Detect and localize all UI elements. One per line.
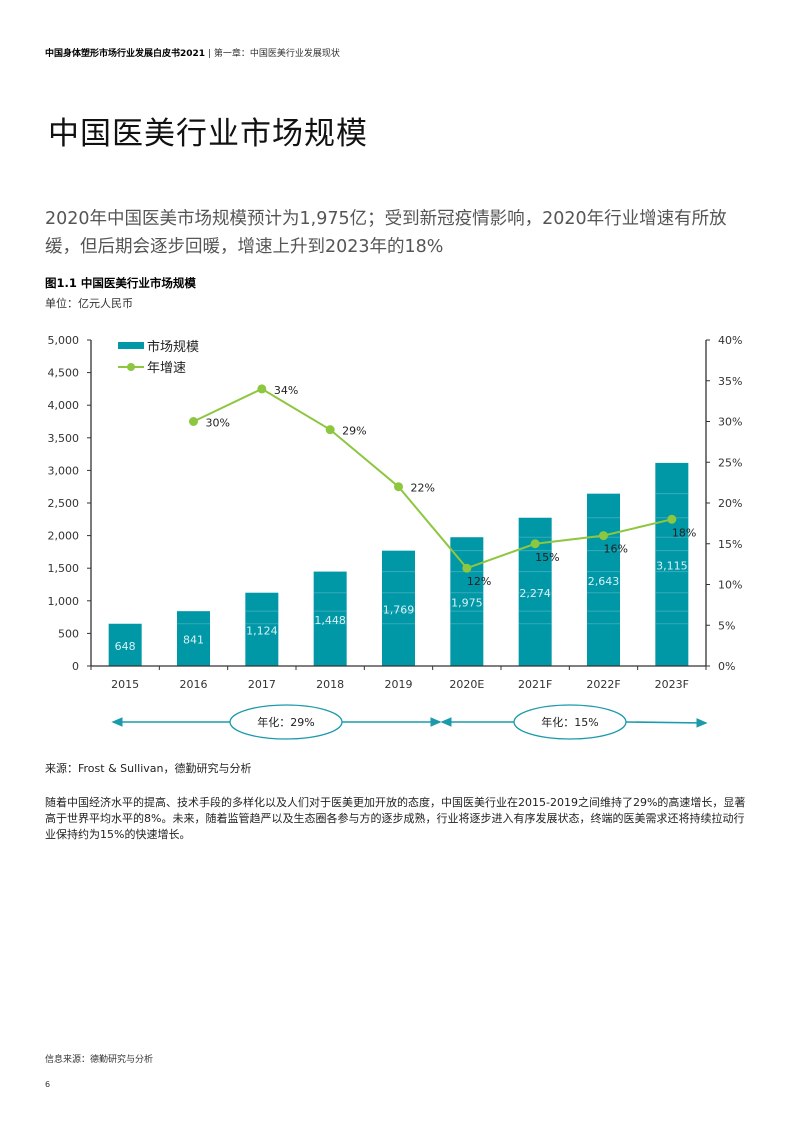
left-tick-label: 2,500	[48, 497, 80, 510]
annotation-label: 年化：29%	[257, 715, 314, 729]
left-tick-label: 3,000	[48, 464, 80, 477]
legend-line-label: 年增速	[147, 361, 186, 376]
legend-bar-label: 市场规模	[147, 339, 199, 355]
right-tick-label: 35%	[718, 375, 742, 388]
legend-line-marker	[127, 363, 135, 371]
bar-value-label: 2,274	[519, 587, 551, 600]
bar-value-label: 1,448	[314, 614, 346, 627]
bar-2018	[313, 571, 347, 666]
annotation-arrow-right	[625, 718, 708, 728]
left-tick-label: 4,000	[48, 399, 80, 412]
chapter-title: 第一章：中国医美行业发展现状	[213, 49, 340, 59]
left-tick-label: 3,500	[48, 432, 80, 445]
right-tick-label: 5%	[718, 619, 735, 632]
bar-2019	[382, 550, 415, 666]
growth-label: 29%	[342, 425, 366, 438]
body-paragraph: 随着中国经济水平的提高、技术手段的多样化以及人们对于医美更加开放的态度，中国医美…	[45, 796, 746, 841]
left-tick-label: 0	[72, 660, 79, 673]
bar-2022F	[587, 493, 620, 666]
figure-unit: 单位：亿元人民币	[45, 297, 133, 310]
legend-bar-swatch	[118, 342, 144, 349]
growth-point-2016	[189, 417, 198, 426]
annotation-ellipse	[229, 704, 343, 740]
growth-label: 16%	[604, 543, 628, 556]
report-title: 中国身体塑形市场行业发展白皮书2021	[45, 49, 206, 59]
x-tick-label: 2022F	[586, 678, 620, 691]
bar-value-label: 1,769	[383, 603, 415, 616]
left-tick-label: 1,500	[48, 562, 80, 575]
cagr-annotations: 年化：29% 年化：15%	[111, 704, 708, 740]
left-y-axis: 0 500 1,000 1,500 2,000 2,500 3,000 3,500 4,000 4…	[48, 334, 92, 673]
right-tick-label: 10%	[718, 579, 742, 592]
right-tick-label: 15%	[718, 538, 742, 551]
bar-2016	[177, 611, 210, 666]
x-tick-label: 2016	[180, 678, 208, 691]
left-tick-label: 500	[58, 627, 79, 640]
left-tick-label: 5,000	[48, 334, 80, 347]
bar-2020E	[450, 537, 484, 666]
header-separator: |	[205, 49, 214, 59]
right-tick-label: 30%	[718, 416, 742, 429]
growth-line	[193, 387, 673, 570]
x-tick-label: 2015	[111, 678, 139, 691]
footer-source: 信息来源：德勤研究与分析	[45, 1055, 154, 1065]
figure-title: 图1.1 中国医美行业市场规模	[45, 276, 196, 290]
source-note: 来源：Frost & Sullivan，德勤研究与分析	[45, 762, 252, 775]
market-size-chart: 0 500 1,000 1,500 2,000 2,500 3,000 3,500 4,000 4…	[48, 334, 742, 740]
running-header: 中国身体塑形市场行业发展白皮书2021 | 第一章：中国医美行业发展现状	[45, 46, 340, 59]
growth-point-2022F	[599, 531, 608, 541]
growth-label: 34%	[274, 384, 298, 397]
annotation-ellipse	[513, 704, 627, 740]
x-tick-label: 2018	[316, 678, 344, 691]
growth-point-2018	[325, 425, 335, 435]
x-tick-label: 2023F	[655, 678, 689, 691]
growth-point-2019	[394, 482, 403, 492]
growth-point-2020E	[462, 563, 472, 573]
right-tick-label: 0%	[718, 660, 735, 673]
chart-legend: 市场规模 年增速	[118, 339, 199, 376]
growth-label: 15%	[535, 551, 559, 564]
bar-2023F	[655, 462, 689, 666]
growth-point-2017	[257, 384, 267, 394]
right-tick-label: 25%	[718, 456, 742, 469]
growth-label: 22%	[411, 482, 435, 495]
bar-value-label: 2,643	[588, 575, 620, 588]
bar-value-label: 648	[115, 640, 136, 653]
subtitle: 2020年中国医美市场规模预计为1,975亿；受到新冠疫情影响，2020年行业增…	[45, 209, 727, 257]
bar-value-label: 1,975	[451, 597, 483, 610]
left-tick-label: 4,500	[48, 367, 80, 380]
x-tick-label: 2017	[248, 678, 276, 691]
bar-value-label: 841	[183, 634, 204, 647]
bar-value-label: 3,115	[656, 559, 688, 572]
growth-point-2021F	[530, 539, 540, 549]
page-number: 6	[45, 1080, 51, 1089]
page-title: 中国医美行业市场规模	[48, 116, 368, 152]
left-tick-label: 2,000	[48, 530, 80, 543]
x-axis: 2015 2016 2017 2018 2019 2020E 2021F 2022F 2023F	[90, 665, 707, 691]
left-tick-label: 1,000	[48, 595, 80, 608]
right-tick-label: 40%	[718, 334, 742, 347]
growth-point-2023F	[667, 514, 677, 524]
growth-label: 12%	[467, 575, 491, 588]
right-y-axis: 0% 5% 10% 15% 20% 25% 30% 35% 40%	[705, 334, 742, 673]
bar-2015	[108, 623, 142, 666]
x-tick-label: 2021F	[518, 678, 552, 691]
x-tick-label: 2020E	[449, 678, 484, 691]
right-tick-label: 20%	[718, 497, 742, 510]
bar-2017	[245, 592, 279, 666]
bar-value-label: 1,124	[246, 624, 278, 637]
x-tick-label: 2019	[385, 678, 413, 691]
annotation-label: 年化：15%	[541, 715, 598, 729]
bar-series: 648 841 1,124 1,448 1,769 1,975 2,274 2,643 3,11…	[108, 462, 689, 666]
growth-label: 30%	[206, 417, 230, 430]
line-series: 30% 34% 29% 22% 12% 15% 16% 18%	[189, 384, 696, 588]
growth-label: 18%	[672, 526, 696, 539]
